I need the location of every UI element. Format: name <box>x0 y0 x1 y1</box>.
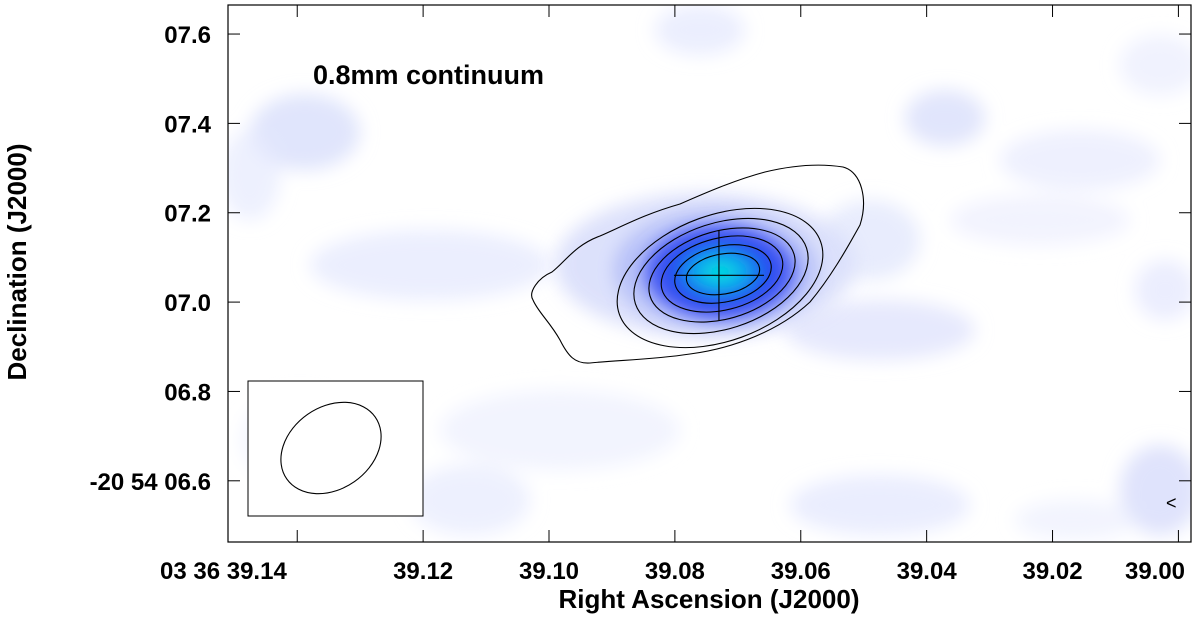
beam-inset <box>247 380 424 517</box>
source-emission <box>555 193 855 337</box>
contour-level-1 <box>531 164 864 364</box>
x-tick-label: 39.04 <box>897 558 958 585</box>
x-tick-label: 39.00 <box>1125 558 1185 585</box>
contour-level-3 <box>633 217 809 335</box>
x-tick-label: 39.10 <box>519 558 579 585</box>
contour-level-6 <box>674 244 772 304</box>
beam-inset-box <box>247 380 424 517</box>
contour-level-5 <box>660 235 784 313</box>
y-tick-label: 07.0 <box>164 290 211 317</box>
y-axis-ticks: -20 54 06.6 06.8 07.0 07.2 07.4 07.6 <box>90 22 1191 496</box>
y-tick-label: 07.6 <box>164 22 211 49</box>
faint-emission-layer <box>228 5 1191 540</box>
contour-level-4 <box>648 227 796 323</box>
plot-frame <box>227 4 1192 543</box>
x-axis-title: Right Ascension (J2000) <box>558 584 859 614</box>
map-annotation: 0.8mm continuum <box>313 60 544 90</box>
x-tick-label: 39.02 <box>1022 558 1082 585</box>
beam-ellipse <box>280 401 382 495</box>
contour-level-2 <box>616 207 824 349</box>
y-axis-title: Declination (J2000) <box>2 144 32 381</box>
y-tick-label: 07.4 <box>164 111 211 138</box>
contour-level-7 <box>685 252 761 296</box>
y-tick-label: 06.8 <box>164 379 211 406</box>
x-tick-label: 39.08 <box>645 558 705 585</box>
x-tick-label: 39.12 <box>393 558 453 585</box>
corner-symbol: < <box>1166 493 1177 513</box>
y-tick-label: -20 54 06.6 <box>90 469 211 496</box>
peak-cross-marker <box>673 230 764 321</box>
contour-lines <box>531 164 864 364</box>
x-tick-label: 03 36 39.14 <box>160 558 287 585</box>
x-tick-label: 39.06 <box>771 558 831 585</box>
x-axis-ticks: 03 36 39.14 39.12 39.10 39.08 39.06 39.04 39.0… <box>160 5 1185 585</box>
y-tick-label: 07.2 <box>164 201 211 228</box>
